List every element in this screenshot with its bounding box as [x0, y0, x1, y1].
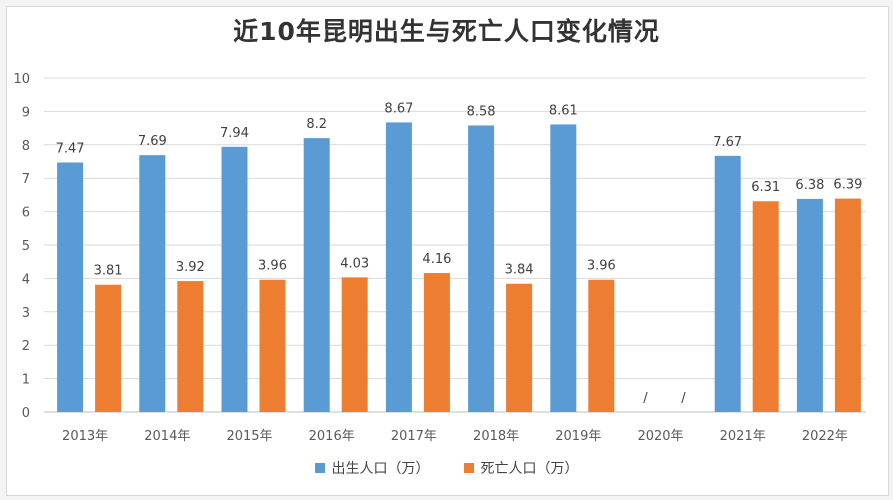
data-label: 7.94 [220, 126, 249, 141]
bar-births [385, 122, 412, 412]
y-tick-label: 7 [22, 172, 30, 187]
data-label: / [643, 391, 648, 406]
data-label: 7.67 [713, 135, 742, 150]
y-tick-label: 3 [22, 306, 30, 321]
bar-births [221, 146, 248, 412]
x-tick-label: 2014年 [144, 429, 190, 444]
bar-deaths [423, 273, 450, 412]
legend-item-deaths: 死亡人口（万） [463, 458, 579, 478]
data-label: 6.39 [833, 178, 862, 193]
bar-births [550, 124, 577, 413]
data-label: 8.67 [384, 101, 413, 116]
data-label: 3.81 [94, 264, 123, 279]
bar-deaths [588, 279, 615, 412]
bar-deaths [95, 284, 122, 412]
bar-births [139, 155, 166, 413]
x-tick-label: 2016年 [309, 429, 355, 444]
x-tick-label: 2013年 [62, 429, 108, 444]
bar-deaths [341, 277, 368, 412]
y-tick-label: 5 [22, 239, 30, 254]
legend-swatch-births [314, 463, 325, 473]
y-tick-label: 2 [22, 339, 30, 354]
data-label: 6.38 [795, 178, 824, 193]
x-tick-label: 2015年 [226, 429, 272, 444]
data-label: 4.03 [340, 256, 369, 271]
bar-births [303, 138, 330, 412]
bar-births [468, 125, 495, 412]
data-label: / [681, 391, 686, 406]
x-tick-label: 2018年 [473, 429, 519, 444]
y-tick-label: 6 [22, 206, 30, 221]
x-tick-label: 2021年 [720, 429, 766, 444]
y-tick-label: 10 [13, 72, 30, 87]
y-tick-label: 1 [22, 373, 30, 388]
data-label: 8.58 [467, 104, 496, 119]
data-label: 3.84 [505, 263, 534, 278]
data-label: 8.2 [306, 117, 327, 132]
y-tick-label: 9 [22, 105, 30, 120]
x-tick-label: 2017年 [391, 429, 437, 444]
data-label: 6.31 [751, 180, 780, 195]
chart-legend: 出生人口（万） 死亡人口（万） [0, 458, 893, 478]
legend-label-deaths: 死亡人口（万） [480, 461, 579, 477]
bar-deaths [506, 283, 533, 412]
x-tick-label: 2019年 [555, 429, 601, 444]
y-tick-label: 0 [22, 406, 30, 421]
data-label: 3.92 [176, 260, 205, 275]
x-tick-label: 2020年 [637, 429, 683, 444]
data-label: 7.69 [138, 134, 167, 149]
y-tick-label: 8 [22, 139, 30, 154]
bar-deaths [259, 279, 286, 412]
legend-label-births: 出生人口（万） [331, 461, 430, 477]
data-label: 3.96 [258, 259, 287, 274]
bar-births [714, 155, 741, 412]
chart-title: 近10年昆明出生与死亡人口变化情况 [233, 17, 660, 46]
data-label: 8.61 [549, 103, 578, 118]
legend-swatch-deaths [463, 463, 474, 473]
data-label: 4.16 [422, 252, 451, 267]
legend-item-births: 出生人口（万） [314, 458, 430, 478]
data-label: 3.96 [587, 259, 616, 274]
y-tick-label: 4 [22, 272, 30, 287]
bar-deaths [834, 198, 861, 412]
bar-births [796, 198, 823, 412]
bar-deaths [177, 281, 204, 412]
x-tick-label: 2022年 [802, 429, 848, 444]
bar-deaths [752, 201, 779, 412]
data-label: 7.47 [56, 142, 85, 157]
bar-births [57, 162, 84, 412]
